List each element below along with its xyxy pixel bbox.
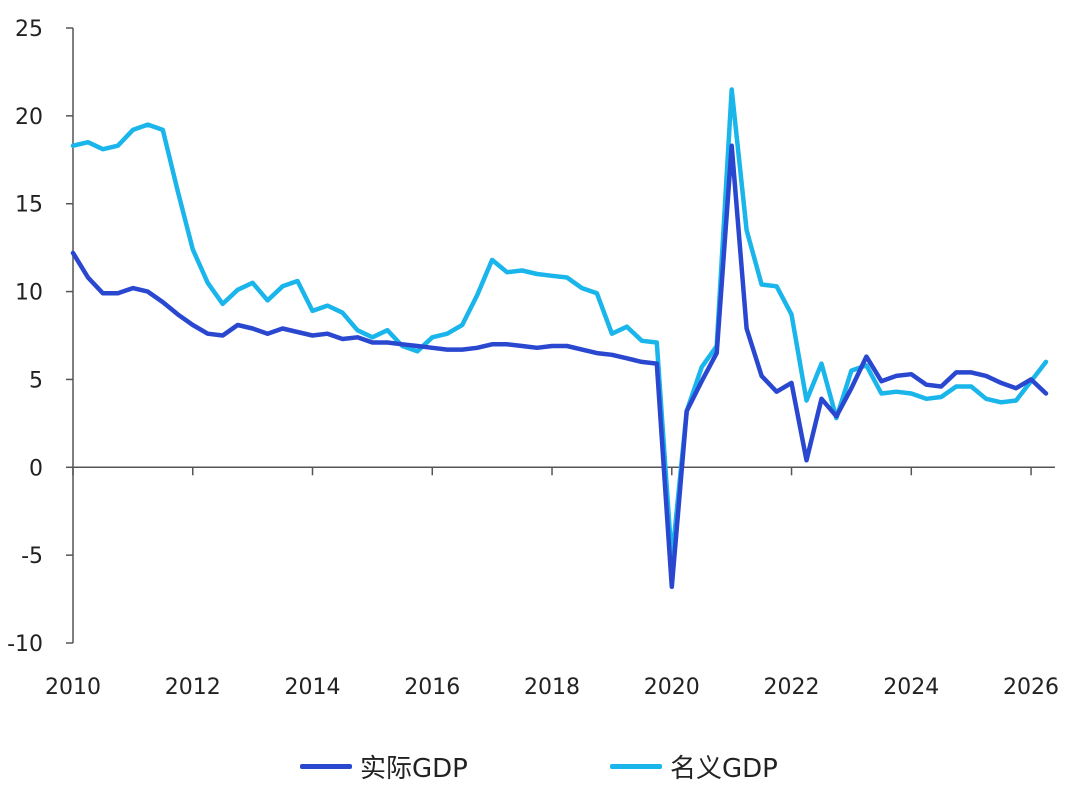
legend-label-nominal-gdp: 名义GDP bbox=[670, 753, 778, 784]
x-tick-label: 2024 bbox=[883, 675, 939, 700]
y-tick-label: 10 bbox=[15, 281, 43, 306]
legend-label-real-gdp: 实际GDP bbox=[360, 753, 468, 784]
legend-item-real-gdp: 实际GDP bbox=[300, 744, 468, 788]
y-tick-label: 0 bbox=[29, 456, 43, 481]
series-line-real-gdp bbox=[70, 143, 1049, 590]
x-tick-label: 2014 bbox=[285, 675, 341, 700]
y-tick-label: 25 bbox=[15, 17, 43, 42]
x-tick-label: 2018 bbox=[524, 675, 580, 700]
x-tick-label: 2016 bbox=[404, 675, 460, 700]
line-chart: 25 20 15 10 5 0 -5 -10 2010 2012 2014 2016 2018 2020… bbox=[7, 17, 1059, 700]
y-tick-label: 20 bbox=[15, 105, 43, 130]
y-tick-label: -10 bbox=[7, 632, 43, 657]
y-tick-label: 5 bbox=[29, 368, 43, 393]
legend-item-nominal-gdp: 名义GDP bbox=[610, 744, 778, 788]
x-tick-label: 2020 bbox=[644, 675, 700, 700]
x-tick-label: 2022 bbox=[764, 675, 820, 700]
y-axis-ticks: 25 20 15 10 5 0 -5 -10 bbox=[7, 17, 73, 657]
x-axis-ticks: 2010 2012 2014 2016 2018 2020 2022 2024 2026 bbox=[45, 467, 1059, 700]
x-tick-label: 2012 bbox=[165, 675, 221, 700]
legend-swatch-real-gdp bbox=[300, 763, 352, 769]
series-lines bbox=[70, 87, 1049, 590]
x-tick-label: 2010 bbox=[45, 675, 101, 700]
y-tick-label: 15 bbox=[15, 193, 43, 218]
series-line-nominal-gdp bbox=[70, 87, 1049, 563]
x-tick-label: 2026 bbox=[1003, 675, 1059, 700]
legend-swatch-nominal-gdp bbox=[610, 763, 662, 769]
y-tick-label: -5 bbox=[21, 544, 43, 569]
